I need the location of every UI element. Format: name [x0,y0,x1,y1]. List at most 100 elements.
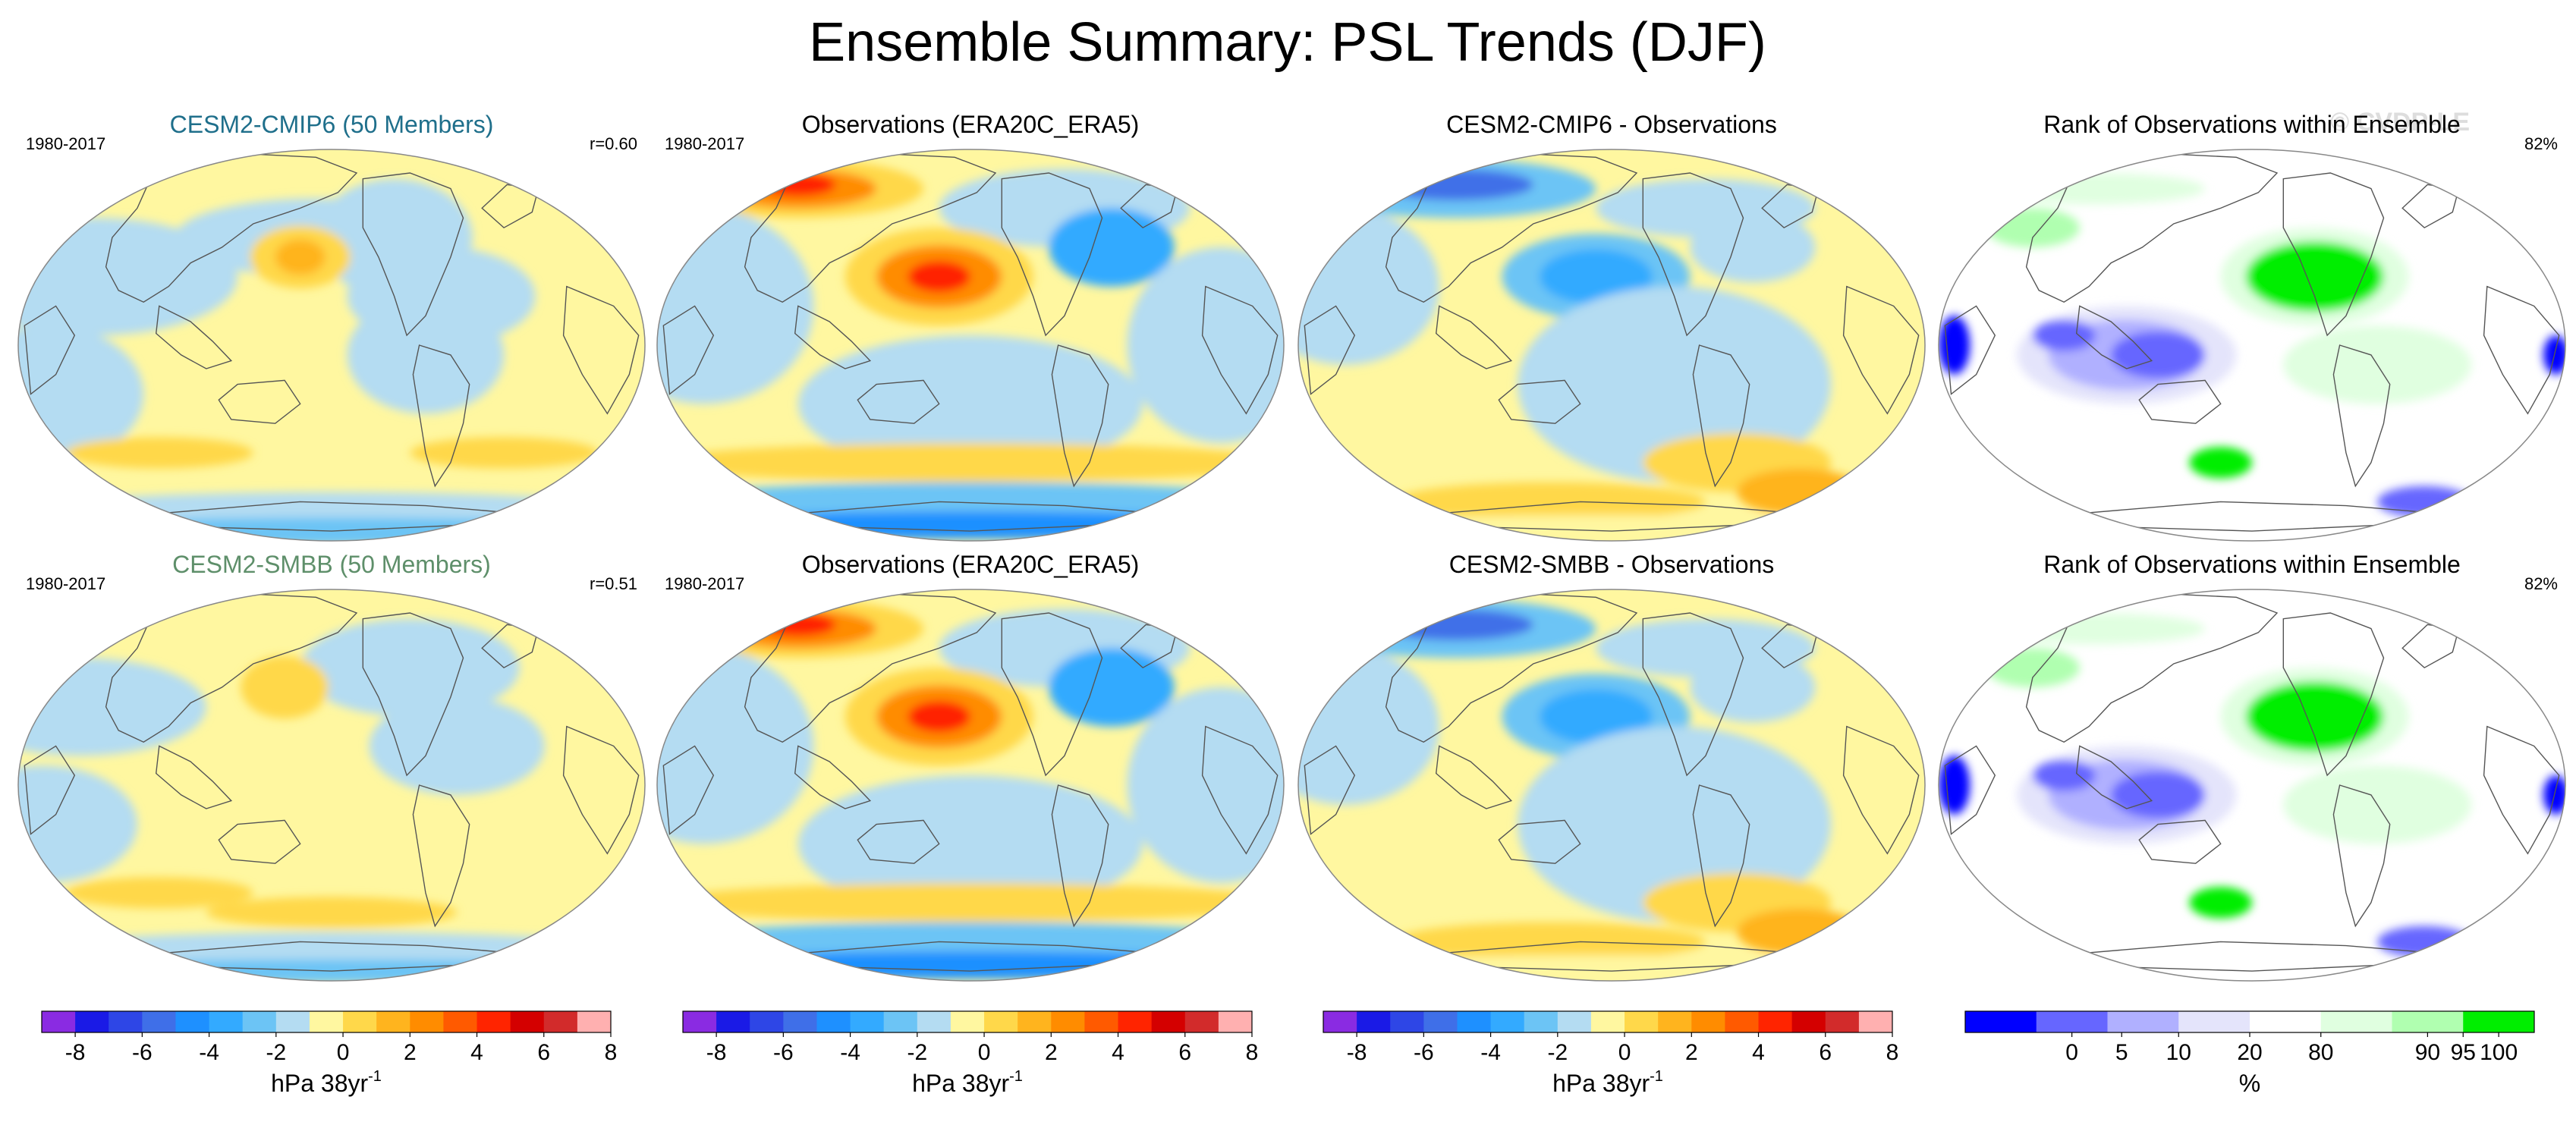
colorbar-swatch [543,1011,578,1032]
coastline [1642,612,1744,777]
colorbar-swatch [42,1011,76,1032]
colorbar-tick-label: 6 [1819,1040,1832,1065]
coastline [2483,285,2560,415]
anomaly-contour [2377,486,2472,518]
panel-period: 1980-2017 [26,574,105,593]
coastline [662,745,715,835]
colorbar-swatch [275,1011,310,1032]
colorbar-swatch [2320,1011,2392,1032]
anomaly-contour [2377,925,2472,958]
colorbar-frame [1323,1010,1893,1033]
coastline [2075,305,2153,369]
coastline [744,592,997,743]
coastline [218,819,301,864]
colorbar-swatch [1791,1011,1826,1032]
coastline [1498,819,1581,864]
panel-title: CESM2-CMIP6 (50 Members) [170,111,494,138]
anomaly-contour [1690,652,1816,723]
anomaly-contour [1518,726,1832,922]
colorbar-swatch [1490,1011,1525,1032]
coastline [2483,725,2560,855]
map-panel: CESM2-CMIP6 (50 Members) 1980-2017 r=0.60 [17,111,646,542]
colorbar-swatch [209,1011,244,1032]
coastline [1120,184,1178,229]
panel-stat: r=0.51 [590,574,637,593]
panel-period: 1980-2017 [665,134,744,153]
coastline [2075,745,2153,809]
colorbar-tick-label: 8 [1886,1040,1899,1065]
colorbar-swatch [1184,1011,1219,1032]
anomaly-contour [657,648,814,844]
anomaly-contour [1127,687,1284,883]
colorbar-tick-label: 0 [2065,1040,2078,1065]
colorbar-swatch [1457,1011,1492,1032]
colorbar-swatch [376,1011,410,1032]
colorbar-tick-label: 8 [1246,1040,1259,1065]
anomaly-contour [657,208,814,404]
map-panel: CESM2-SMBB (50 Members) 1980-2017 r=0.51 [17,551,646,982]
colorbar-swatch [1423,1011,1458,1032]
coastline [2401,184,2460,229]
colorbar-swatch [1965,1011,2037,1032]
figure-title: Ensemble Summary: PSL Trends (DJF) [809,12,1766,73]
map-field [1939,149,2565,541]
coastline [1120,624,1178,669]
colorbar-swatch [1758,1011,1793,1032]
colorbar-swatch [950,1011,985,1032]
anomaly-contour [1049,208,1175,287]
map-field [1939,589,2565,981]
colorbar-swatch [510,1011,545,1032]
map-field [657,589,1284,981]
coastline [1201,285,1279,415]
coastline [1201,725,1279,855]
anomaly-contour [1298,208,1439,365]
map-border [656,149,1285,542]
colorbar-swatch [2107,1011,2179,1032]
colorbar-swatch [1218,1011,1253,1032]
coastline [1944,305,1996,395]
panel-title: Rank of Observations within Ensemble [2043,551,2461,578]
anomaly-contour [1939,756,1971,815]
map-panel: CESM2-SMBB - Observations [1297,551,1926,982]
panel-title: Rank of Observations within Ensemble [2043,111,2461,138]
colorbar-swatch [1524,1011,1558,1032]
coastline [1692,784,1750,928]
panel-title: Observations (ERA20C_ERA5) [802,111,1140,138]
coastline [1385,592,1638,743]
anomaly-contour [797,335,1143,473]
colorbar-tick-label: 20 [2237,1040,2262,1065]
colorbar-swatch [1557,1011,1592,1032]
anomaly-contour [2245,681,2384,753]
coastline [2282,612,2385,777]
colorbar-tick-label: 0 [978,1040,991,1065]
colorbar-label: % [2239,1070,2260,1097]
colorbar-tick-label: 0 [337,1040,350,1065]
colorbar-swatch [683,1011,717,1032]
colorbar-frame [41,1010,612,1033]
coastline [1385,152,1638,303]
coastline [562,285,640,415]
coastline [362,612,464,777]
colorbar-swatch [2250,1011,2322,1032]
anomaly-contour [657,482,1284,522]
colorbar-tick-label: 4 [1112,1040,1124,1065]
anomaly-contour [300,618,520,717]
coastline [2282,172,2385,337]
map-border [1297,149,1926,542]
colorbar-tick-label: -6 [1414,1040,1434,1065]
colorbar-swatch [1151,1011,1186,1032]
colorbar-tick-label: 6 [537,1040,550,1065]
colorbar-swatch [443,1011,478,1032]
colorbar-swatch [75,1011,109,1032]
colorbar-label-exponent: -1 [1009,1068,1023,1085]
panel-title: CESM2-SMBB (50 Members) [172,551,491,578]
colorbar: -8 -6 -4 -2 0 2 4 6 8 hPa 38yr-1 [1323,1010,1899,1097]
colorbar-swatch [984,1011,1018,1032]
colorbar-swatch [1590,1011,1625,1032]
colorbar-tick-label: -8 [706,1040,727,1065]
anomaly-contour [1939,316,1971,375]
colorbar-swatch [1084,1011,1119,1032]
panel-stat: 82% [2524,134,2558,153]
colorbar-swatch [577,1011,612,1032]
